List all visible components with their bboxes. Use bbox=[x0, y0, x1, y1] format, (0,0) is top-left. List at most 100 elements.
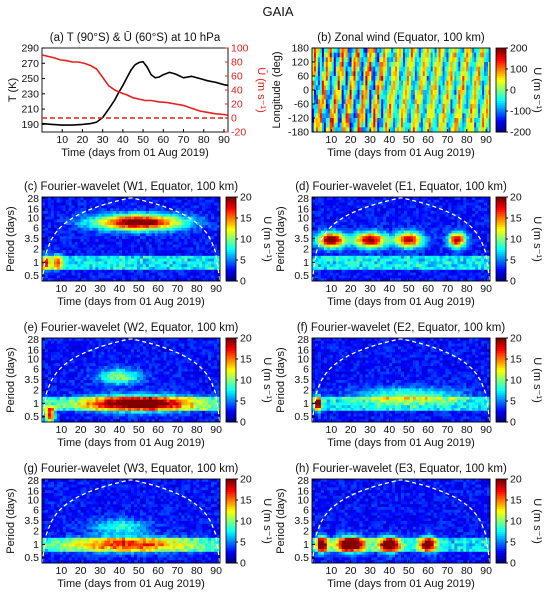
heat-cell bbox=[406, 213, 411, 217]
heat-cell bbox=[341, 211, 346, 215]
heat-cell bbox=[374, 278, 378, 282]
heat-cell bbox=[68, 278, 73, 282]
heat-cell bbox=[172, 199, 176, 203]
heat-cell bbox=[412, 264, 417, 268]
heat-cell bbox=[327, 127, 331, 133]
heat-cell bbox=[136, 227, 141, 231]
heat-cell bbox=[421, 227, 426, 231]
heat-cell bbox=[110, 272, 114, 276]
heat-cell bbox=[486, 80, 489, 86]
heat-cell bbox=[409, 236, 414, 240]
heat-cell bbox=[211, 233, 215, 237]
heat-cell bbox=[434, 127, 437, 133]
heat-cell bbox=[432, 52, 436, 58]
heat-cell bbox=[80, 239, 84, 243]
heat-cell bbox=[339, 71, 343, 77]
heat-cell bbox=[343, 113, 347, 119]
heat-cell bbox=[343, 52, 347, 58]
heat-cell bbox=[337, 90, 341, 96]
heat-cell bbox=[351, 108, 354, 114]
heat-cell bbox=[341, 219, 346, 223]
heat-cell bbox=[434, 99, 437, 105]
heat-cell bbox=[412, 127, 416, 133]
heat-cell bbox=[480, 99, 483, 105]
heat-cell bbox=[387, 99, 390, 105]
heat-cell bbox=[193, 197, 197, 201]
colorbar-step bbox=[496, 94, 506, 97]
heat-cell bbox=[190, 205, 194, 209]
heat-cell bbox=[395, 258, 399, 262]
heat-cell bbox=[433, 230, 437, 234]
heat-cell bbox=[320, 244, 325, 248]
heat-cell bbox=[363, 66, 366, 72]
heat-cell bbox=[312, 253, 316, 257]
heat-cell bbox=[199, 216, 203, 220]
heat-cell bbox=[323, 222, 328, 226]
heat-cell bbox=[68, 216, 73, 220]
heat-cell bbox=[472, 76, 475, 82]
heat-cell bbox=[325, 127, 329, 133]
heat-cell bbox=[442, 127, 445, 133]
heat-cell bbox=[313, 94, 317, 100]
heat-cell bbox=[374, 199, 378, 203]
heat-cell bbox=[371, 52, 374, 58]
heat-cell bbox=[205, 211, 209, 215]
heat-cell bbox=[56, 227, 61, 231]
heat-cell bbox=[377, 90, 380, 96]
heat-cell bbox=[380, 258, 384, 262]
heat-cell bbox=[383, 71, 386, 77]
heat-cell bbox=[323, 275, 328, 279]
heat-cell bbox=[331, 66, 335, 72]
heat-cell bbox=[379, 48, 382, 54]
heat-cell bbox=[401, 205, 405, 209]
heat-cell bbox=[131, 202, 135, 206]
heat-cell bbox=[385, 108, 388, 114]
heat-cell bbox=[446, 90, 449, 96]
y-tick-label-right: 80 bbox=[231, 57, 243, 69]
heat-cell bbox=[395, 244, 399, 248]
heat-cell bbox=[178, 205, 182, 209]
heat-cell bbox=[436, 52, 439, 58]
heat-cell bbox=[488, 52, 491, 58]
heat-cell bbox=[337, 122, 341, 128]
heat-cell bbox=[344, 278, 348, 282]
heat-cell bbox=[116, 213, 120, 217]
heat-cell bbox=[403, 253, 408, 257]
heat-cell bbox=[399, 80, 402, 86]
heat-cell bbox=[98, 205, 102, 209]
heat-cell bbox=[349, 85, 352, 91]
heat-cell bbox=[347, 261, 351, 265]
heat-cell bbox=[326, 247, 331, 251]
heat-cell bbox=[367, 104, 370, 110]
heat-cell bbox=[436, 264, 440, 268]
heat-cell bbox=[408, 80, 412, 86]
heat-cell bbox=[320, 208, 325, 212]
heat-cell bbox=[357, 76, 360, 82]
heat-cell bbox=[383, 239, 387, 243]
colorbar-step bbox=[226, 251, 236, 255]
heat-cell bbox=[193, 230, 197, 234]
heat-cell bbox=[426, 57, 430, 63]
heat-cell bbox=[430, 108, 434, 114]
heat-cell bbox=[353, 275, 357, 279]
heat-cell bbox=[355, 71, 358, 77]
heat-cell bbox=[107, 239, 111, 243]
heat-cell bbox=[404, 108, 408, 114]
heat-cell bbox=[113, 216, 117, 220]
heat-cell bbox=[404, 80, 408, 86]
heat-cell bbox=[362, 230, 366, 234]
heat-cell bbox=[128, 227, 132, 231]
heat-cell bbox=[190, 208, 194, 212]
heat-cell bbox=[128, 258, 132, 262]
heat-cell bbox=[65, 272, 70, 276]
heat-cell bbox=[329, 57, 333, 63]
heat-cell bbox=[321, 66, 325, 72]
heat-cell bbox=[406, 108, 410, 114]
heat-cell bbox=[375, 127, 378, 133]
heat-cell bbox=[148, 278, 153, 282]
heat-cell bbox=[319, 52, 323, 58]
heat-cell bbox=[430, 239, 435, 243]
heat-cell bbox=[424, 264, 429, 268]
heat-cell bbox=[331, 104, 335, 110]
heat-cell bbox=[395, 71, 398, 77]
